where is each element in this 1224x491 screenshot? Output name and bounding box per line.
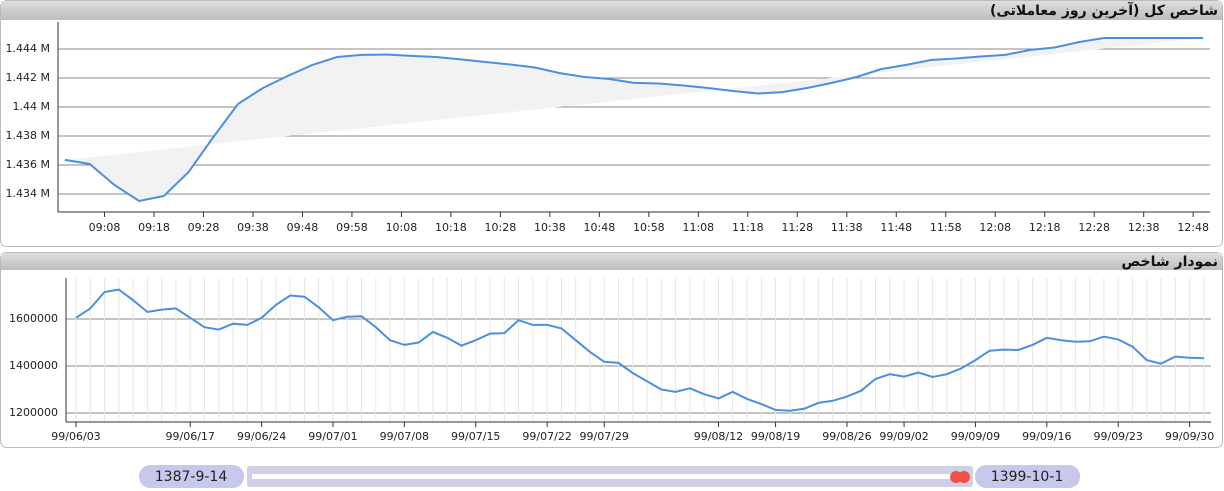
y-tick-label: 1200000 (9, 406, 58, 419)
x-tick-label: 10:28 (485, 221, 517, 234)
panel-header (1, 253, 1222, 270)
slider-handle[interactable] (958, 471, 970, 483)
x-tick-label: 99/09/16 (1022, 430, 1071, 443)
x-tick-label: 99/07/15 (451, 430, 500, 443)
slider-end-label: 1399-10-1 (991, 469, 1063, 485)
slider-start[interactable] (139, 465, 244, 488)
panel-title: نمودار شاخص (1121, 254, 1218, 270)
x-tick-label: 99/06/17 (166, 430, 215, 443)
panel (0, 0, 1223, 247)
x-tick-label: 11:18 (732, 221, 764, 234)
x-tick-label: 11:38 (831, 221, 863, 234)
x-tick-label: 09:28 (188, 221, 220, 234)
x-tick-label: 10:18 (435, 221, 467, 234)
y-tick-label: 1.444 M (6, 42, 50, 55)
y-tick-label: 1.436 M (6, 158, 50, 171)
x-tick-label: 99/06/03 (51, 430, 100, 443)
x-tick-label: 09:18 (138, 221, 170, 234)
y-tick-label: 1.434 M (6, 187, 50, 200)
slider-range (252, 474, 952, 479)
x-tick-label: 10:08 (386, 221, 418, 234)
x-tick-label: 99/07/22 (522, 430, 571, 443)
y-tick-label: 1400000 (9, 359, 58, 372)
x-tick-label: 09:38 (237, 221, 269, 234)
y-tick-label: 1.438 M (6, 129, 50, 142)
x-tick-label: 09:08 (89, 221, 121, 234)
x-tick-label: 09:58 (336, 221, 368, 234)
y-tick-label: 1.44 M (13, 100, 50, 113)
x-tick-label: 99/09/23 (1093, 430, 1142, 443)
x-tick-label: 10:48 (584, 221, 616, 234)
x-tick-label: 10:58 (633, 221, 665, 234)
x-tick-label: 99/07/29 (580, 430, 629, 443)
y-tick-label: 1.442 M (6, 71, 50, 84)
x-tick-label: 99/08/12 (694, 430, 743, 443)
x-tick-label: 11:28 (781, 221, 813, 234)
x-tick-label: 10:38 (534, 221, 566, 234)
x-tick-label: 11:08 (682, 221, 714, 234)
panel-header (1, 1, 1222, 20)
x-tick-label: 99/09/09 (951, 430, 1000, 443)
panel (0, 252, 1223, 448)
x-tick-label: 99/07/08 (380, 430, 429, 443)
x-tick-label: 12:08 (979, 221, 1011, 234)
x-tick-label: 99/06/24 (237, 430, 286, 443)
x-tick-label: 09:48 (287, 221, 319, 234)
x-tick-label: 12:28 (1078, 221, 1110, 234)
y-tick-label: 1600000 (9, 312, 58, 325)
slider-end[interactable] (975, 465, 1080, 488)
area (64, 38, 1204, 201)
x-tick-label: 12:48 (1177, 221, 1209, 234)
x-tick-label: 99/08/19 (751, 430, 800, 443)
x-tick-label: 99/09/30 (1165, 430, 1214, 443)
x-tick-label: 12:18 (1029, 221, 1061, 234)
x-tick-label: 11:58 (930, 221, 962, 234)
x-tick-label: 11:48 (880, 221, 912, 234)
slider-start-label: 1387-9-14 (155, 469, 228, 485)
x-tick-label: 99/08/26 (822, 430, 871, 443)
line (64, 37, 1204, 203)
x-tick-label: 99/07/01 (308, 430, 357, 443)
x-tick-label: 99/09/02 (879, 430, 928, 443)
panel-title: شاخص کل (آخرین روز معاملاتی) (990, 1, 1218, 19)
x-tick-label: 12:38 (1128, 221, 1160, 234)
line (75, 288, 1204, 412)
